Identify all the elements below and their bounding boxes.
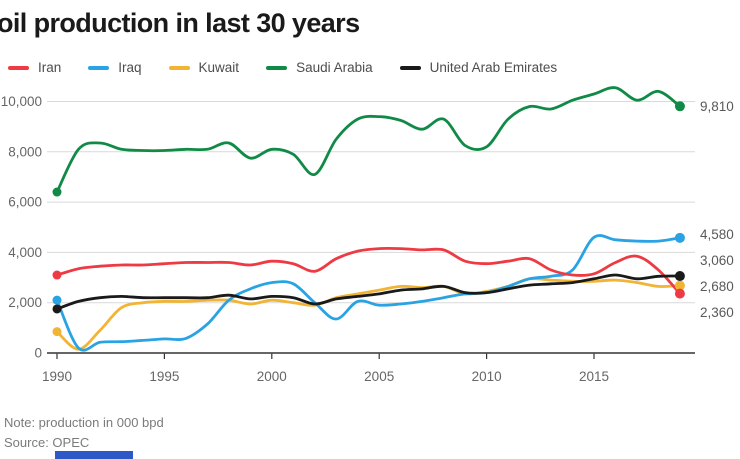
series-start-dot: [52, 187, 62, 197]
legend-swatch: [8, 65, 29, 70]
footnote-block: Note: production in 000 bpd Source: OPEC: [4, 413, 164, 453]
legend-item-label: Iraq: [118, 60, 142, 75]
series-end-label: 2,680: [700, 279, 734, 294]
legend-item-label: Iran: [38, 60, 62, 75]
series-end-dot: [674, 101, 685, 112]
x-tick-label: 1995: [149, 369, 179, 384]
series-end-label: 4,580: [700, 227, 734, 242]
legend-swatch: [399, 65, 421, 70]
source-text: Source: OPEC: [4, 435, 90, 451]
series-end-label: 3,060: [700, 253, 734, 268]
legend-item-united-arab-emirates[interactable]: United Arab Emirates: [399, 60, 558, 75]
y-tick-label: 8,000: [8, 144, 42, 159]
x-tick-label: 2000: [257, 369, 287, 384]
series-end-dot: [674, 232, 685, 243]
legend-swatch: [168, 65, 190, 70]
series-line-iran: [55, 246, 682, 295]
series-end-label: 2,360: [700, 305, 734, 320]
series-start-dot: [52, 270, 62, 280]
series-line-iraq: [55, 234, 682, 352]
brand-bar: [55, 451, 133, 459]
chart-title: oil production in last 30 years: [0, 8, 360, 38]
line-chart: 0 2,000 4,000 6,000 8,000 10,000 1990 1995 2000 2…: [1, 86, 734, 384]
chart-legend: Iran Iraq Kuwait Saudi Arabia United Arab Em…: [8, 60, 557, 75]
legend-swatch: [88, 65, 110, 70]
x-tick-label: 2005: [364, 369, 394, 384]
x-tick-label: 1990: [42, 369, 72, 384]
series-start-dot: [52, 304, 62, 314]
series-line-united-arab-emirates: [55, 273, 682, 311]
series-end-dot: [674, 280, 685, 291]
series-end-dot: [674, 288, 685, 299]
legend-swatch: [266, 65, 288, 70]
legend-item-iraq[interactable]: Iraq: [88, 60, 142, 75]
legend-item-iran[interactable]: Iran: [8, 60, 61, 75]
legend-item-saudi-arabia[interactable]: Saudi Arabia: [266, 60, 373, 75]
series-end-dot: [674, 271, 685, 282]
x-tick-label: 2015: [579, 369, 609, 384]
legend-item-label: United Arab Emirates: [429, 60, 558, 75]
series-line-saudi-arabia: [55, 86, 682, 194]
y-tick-label: 4,000: [8, 245, 42, 260]
legend-item-label: Kuwait: [198, 60, 240, 75]
series-end-label: 9,810: [700, 99, 734, 114]
y-tick-label: 10,000: [1, 94, 42, 109]
y-tick-label: 6,000: [8, 195, 42, 210]
y-tick-label: 2,000: [8, 295, 42, 310]
series-start-dot: [52, 295, 62, 305]
series-start-dot: [52, 327, 62, 337]
legend-item-kuwait[interactable]: Kuwait: [168, 60, 240, 75]
y-tick-label: 0: [34, 346, 42, 361]
x-tick-label: 2010: [472, 369, 502, 384]
legend-item-label: Saudi Arabia: [296, 60, 373, 75]
note-text: Note: production in 000 bpd: [4, 415, 164, 430]
